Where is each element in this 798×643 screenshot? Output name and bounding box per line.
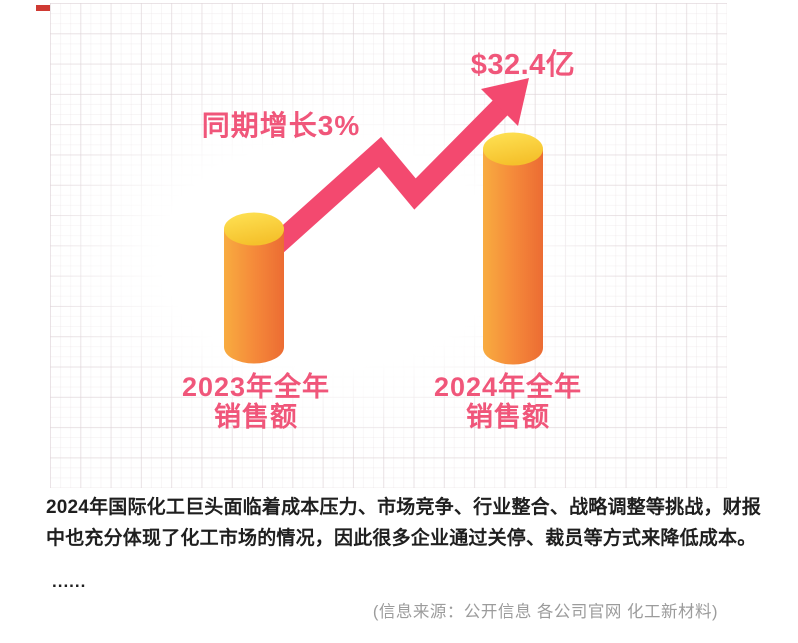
bar-label-2023: 2023年全年 销售额 [136,372,376,432]
bar-2024-cylinder [483,132,543,365]
growth-arrow [265,78,529,256]
bar-2023-cylinder [224,212,284,364]
bar-2024-body [483,149,543,365]
ellipsis-text: ...... [52,572,87,591]
growth-annotation: 同期增长3% [201,110,361,141]
bar-label-2024-line1: 2024年全年 [433,372,583,402]
growth-arrow-head [481,78,529,126]
growth-arrow-line [265,97,511,256]
bar-label-2024: 2024年全年 销售额 [388,372,628,432]
summary-paragraph: 2024年国际化工巨头面临着成本压力、市场竞争、行业整合、战略调整等挑战，财报 … [46,492,762,554]
bar-2023-top [224,212,284,246]
summary-paragraph-line1: 2024年国际化工巨头面临着成本压力、市场竞争、行业整合、战略调整等挑战，财报 [46,497,762,518]
bar-label-2023-line2: 销售额 [214,402,298,432]
value-annotation-2024: $32.4亿 [470,49,576,81]
bar-2023-body [224,229,284,364]
summary-paragraph-line2: 中也充分体现了化工市场的情况，因此很多企业通过关停、裁员等方式来降低成本。 [46,528,757,549]
source-attribution: (信息来源：公开信息 各公司官网 化工新材料) [372,603,718,621]
bar-label-2023-line1: 2023年全年 [181,372,331,402]
bar-2024-top [483,132,543,166]
bar-label-2024-line2: 销售额 [466,402,550,432]
